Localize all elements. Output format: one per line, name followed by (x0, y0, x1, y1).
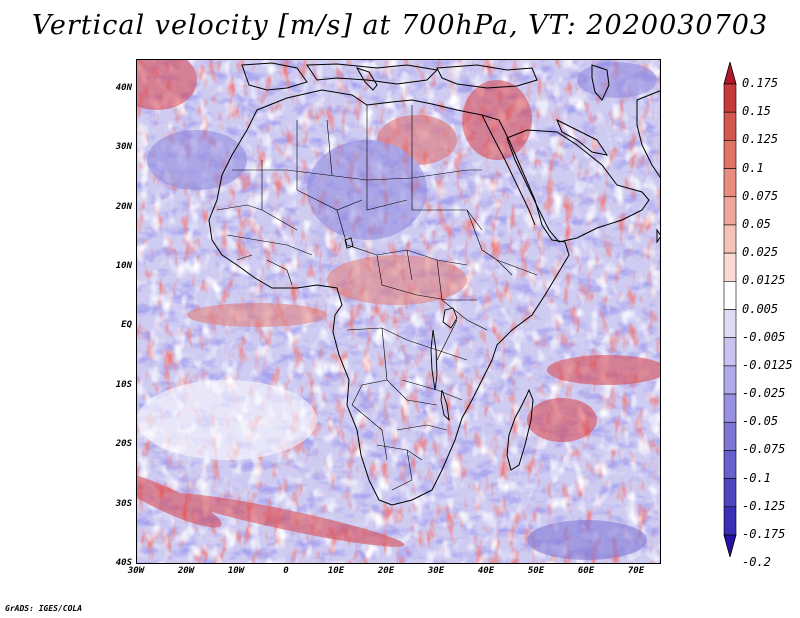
colorbar-swatch (723, 224, 737, 254)
lon-tick-label: 30W (127, 566, 145, 576)
colorbar-swatch (723, 168, 737, 198)
lat-tick-label: 10S (115, 379, 132, 390)
colorbar-swatch (723, 450, 737, 479)
colorbar-level-label: -0.2 (742, 555, 771, 570)
lon-tick-label: 70E (627, 566, 645, 576)
map-area (136, 59, 661, 564)
colorbar-swatch (723, 393, 737, 423)
colorbar-level-label: -0.125 (742, 498, 786, 513)
lon-tick-label: 0 (283, 566, 289, 576)
colorbar-swatch (723, 309, 737, 338)
colorbar-level-label: 0.005 (742, 301, 779, 316)
colorbar-level-label: -0.175 (742, 527, 786, 541)
vertical-velocity-field (137, 60, 660, 563)
lon-tick-label: 10E (327, 566, 345, 576)
colorbar-level-label: -0.075 (742, 442, 786, 457)
coastlines (208, 62, 660, 506)
colorbar-swatch (723, 111, 737, 141)
colorbar-level-label: 0.125 (742, 132, 779, 147)
colorbar-level-label: 0.1 (742, 160, 764, 175)
lat-tick-label: 40N (115, 82, 132, 93)
colorbar-level-label: -0.005 (742, 329, 786, 344)
colorbar-level-label: 0.15 (742, 104, 771, 119)
map-title: Vertical velocity [m/s] at 700hPa, VT: 2… (31, 10, 769, 41)
lat-tick-label: 30S (115, 498, 132, 509)
lat-tick-label: 20S (115, 439, 132, 450)
lat-tick-label: 40S (115, 558, 132, 568)
colorbar-level-label: 0.025 (742, 245, 779, 260)
lon-tick-label: 40E (477, 566, 495, 576)
lat-tick-label: 20N (115, 201, 132, 212)
colorbar-level-label: -0.0125 (742, 357, 793, 372)
colorbar-level-label: -0.05 (742, 414, 779, 429)
colorbar-swatch (723, 196, 737, 226)
colorbar-level-label: -0.1 (742, 470, 771, 485)
colorbar-level-label: 0.0125 (742, 273, 786, 288)
colorbar-level-label: 0.05 (742, 216, 771, 231)
colorbar-swatch (723, 83, 737, 113)
lon-tick-label: 50E (527, 566, 545, 576)
colorbar-top-arrow (723, 62, 737, 85)
colorbar-swatch (723, 478, 737, 508)
lon-tick-label: 10W (227, 566, 245, 576)
colorbar (723, 62, 737, 557)
country-borders (216, 105, 538, 491)
lat-tick-label: 30N (115, 142, 132, 153)
colorbar-swatch (723, 365, 737, 395)
colorbar-swatch (723, 140, 737, 169)
lon-tick-label: 20E (377, 566, 395, 576)
colorbar-swatch (723, 252, 737, 282)
colorbar-swatch (723, 421, 737, 451)
colorbar-level-label: -0.025 (742, 386, 786, 401)
colorbar-bottom-arrow (723, 534, 737, 557)
lat-tick-label: 10N (115, 260, 132, 271)
colorbar-level-label: 0.175 (742, 76, 779, 90)
lakes (344, 237, 458, 422)
lat-tick-label: EQ (121, 320, 132, 331)
colorbar-level-label: 0.075 (742, 188, 779, 203)
lon-tick-label: 30E (427, 566, 445, 576)
lon-tick-label: 20W (177, 566, 195, 576)
colorbar-swatch (723, 281, 737, 310)
colorbar-swatch (723, 506, 737, 536)
grads-credit: GrADS: IGES/COLA (5, 604, 83, 613)
lon-tick-label: 60E (577, 566, 595, 576)
colorbar-swatch (723, 337, 737, 367)
